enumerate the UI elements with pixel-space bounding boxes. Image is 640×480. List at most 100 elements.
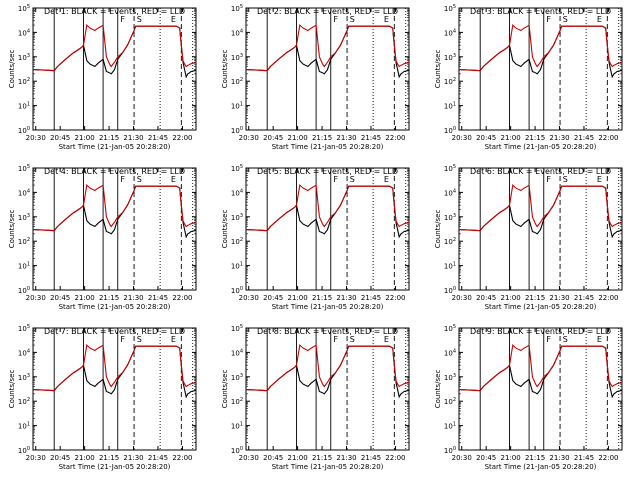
series-line-events: [32, 25, 197, 79]
plot-title: Det 4: BLACK = Events, RED = LLD: [44, 167, 185, 176]
y-tick-label: 100: [444, 126, 456, 135]
x-tick-label: 20:30: [452, 134, 472, 142]
x-tick-label: 22:00: [385, 294, 405, 302]
y-tick-label: 102: [231, 77, 243, 86]
y-tick-label: 100: [18, 446, 30, 455]
series-line-events: [245, 345, 410, 399]
y-tick-label: 101: [444, 262, 456, 271]
y-tick-label: 103: [18, 53, 30, 62]
x-tick-label: 20:45: [50, 134, 70, 142]
series-line-lld: [458, 343, 623, 392]
x-axis-label: Start Time (21-Jan-05 20:28:20): [272, 303, 384, 311]
y-tick-label: 104: [18, 348, 30, 357]
marker-letter: F: [333, 335, 338, 344]
y-tick-label: 100: [444, 446, 456, 455]
x-tick-label: 21:00: [501, 454, 521, 462]
plot-frame: [245, 167, 410, 291]
x-tick-label: 20:30: [452, 454, 472, 462]
plot-title: Det 1: BLACK = Events, RED = LLD: [44, 7, 185, 16]
x-tick-label: 21:00: [288, 134, 308, 142]
x-tick-label: 22:00: [172, 294, 192, 302]
y-axis-label: Counts/sec: [8, 50, 16, 89]
x-axis-label: Start Time (21-Jan-05 20:28:20): [272, 143, 384, 151]
x-tick-label: 20:30: [239, 134, 259, 142]
series-line-events: [245, 185, 410, 239]
y-tick-label: 105: [18, 4, 30, 13]
x-tick-label: 21:00: [75, 134, 95, 142]
series-line-lld: [245, 184, 410, 232]
x-tick-label: 21:30: [123, 134, 143, 142]
y-tick-label: 105: [444, 164, 456, 173]
x-tick-label: 21:00: [288, 294, 308, 302]
series-line-events: [458, 345, 623, 399]
x-tick-label: 21:45: [574, 134, 594, 142]
x-tick-label: 21:30: [336, 134, 356, 142]
series-line-lld: [458, 183, 623, 232]
x-tick-label: 21:00: [75, 454, 95, 462]
x-tick-label: 21:30: [549, 454, 569, 462]
x-tick-label: 21:45: [148, 454, 168, 462]
series-line-events: [32, 345, 197, 399]
series-line-events: [458, 25, 623, 79]
marker-letter: E: [597, 335, 602, 344]
plot-title: Det 7: BLACK = Events, RED = LLD: [44, 327, 185, 336]
marker-letter: E: [384, 175, 389, 184]
y-tick-label: 103: [444, 213, 456, 222]
x-tick-label: 20:45: [263, 294, 283, 302]
y-tick-label: 104: [18, 188, 30, 197]
y-axis-label: Counts/sec: [8, 370, 16, 409]
y-tick-label: 104: [444, 348, 456, 357]
marker-letter: S: [137, 335, 142, 344]
x-tick-label: 20:30: [452, 294, 472, 302]
x-axis-label: Start Time (21-Jan-05 20:28:20): [272, 463, 384, 471]
marker-letter: F: [333, 15, 338, 24]
y-tick-label: 105: [231, 164, 243, 173]
marker-letter: E: [597, 175, 602, 184]
series-line-events: [32, 185, 197, 239]
plot-title: Det 2: BLACK = Events, RED = LLD: [257, 7, 398, 16]
y-tick-label: 100: [444, 286, 456, 295]
y-tick-label: 100: [231, 126, 243, 135]
y-tick-label: 102: [444, 397, 456, 406]
plot-frame: [458, 327, 623, 451]
x-axis-label: Start Time (21-Jan-05 20:28:20): [485, 463, 597, 471]
x-tick-label: 22:00: [172, 454, 192, 462]
y-axis-label: Counts/sec: [434, 210, 442, 249]
y-tick-label: 103: [444, 53, 456, 62]
marker-letter: F: [546, 175, 551, 184]
marker-letter: E: [597, 15, 602, 24]
x-axis-label: Start Time (21-Jan-05 20:28:20): [59, 143, 171, 151]
x-tick-label: 21:30: [336, 454, 356, 462]
y-tick-label: 103: [231, 213, 243, 222]
x-tick-label: 21:15: [312, 454, 332, 462]
y-tick-label: 102: [231, 237, 243, 246]
series-line-lld: [245, 24, 410, 72]
series-line-lld: [32, 343, 197, 392]
x-tick-label: 20:30: [26, 134, 46, 142]
y-tick-label: 101: [231, 102, 243, 111]
marker-letter: S: [137, 15, 142, 24]
x-tick-label: 21:30: [549, 294, 569, 302]
x-tick-label: 21:00: [75, 294, 95, 302]
x-tick-label: 22:00: [598, 134, 618, 142]
y-tick-label: 102: [444, 237, 456, 246]
plot-frame: [458, 7, 623, 131]
x-tick-label: 21:30: [336, 294, 356, 302]
y-tick-label: 101: [444, 102, 456, 111]
x-tick-label: 21:45: [361, 294, 381, 302]
marker-letter: S: [350, 15, 355, 24]
x-tick-label: 22:00: [385, 454, 405, 462]
plot-frame: [245, 327, 410, 451]
x-tick-label: 21:15: [99, 294, 119, 302]
y-tick-label: 100: [18, 286, 30, 295]
y-tick-label: 101: [18, 422, 30, 431]
x-axis-label: Start Time (21-Jan-05 20:28:20): [485, 143, 597, 151]
y-tick-label: 103: [444, 373, 456, 382]
marker-letter: F: [546, 15, 551, 24]
x-tick-label: 21:00: [288, 454, 308, 462]
y-tick-label: 100: [18, 126, 30, 135]
series-line-lld: [245, 344, 410, 392]
x-axis-label: Start Time (21-Jan-05 20:28:20): [59, 303, 171, 311]
x-tick-label: 21:30: [549, 134, 569, 142]
